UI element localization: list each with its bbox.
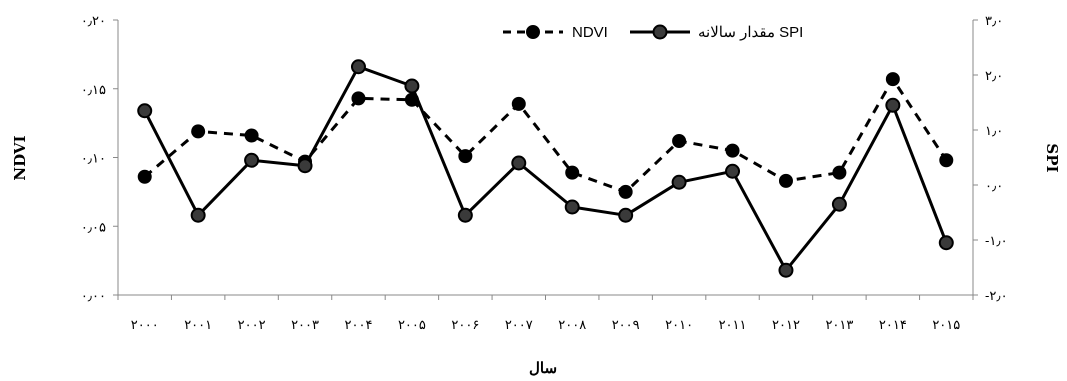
ndvi-point	[725, 143, 740, 158]
spi-point	[404, 78, 420, 94]
spi-point	[885, 97, 901, 113]
x-tick-label: ۲۰۱۰	[665, 318, 693, 333]
x-tick-label: ۲۰۰۳	[291, 318, 319, 333]
left-tick-label: ۰٫۰۰	[81, 289, 106, 304]
ndvi-point	[939, 153, 954, 168]
left-tick-label: ۰٫۰۵	[81, 220, 106, 235]
ndvi-point	[672, 134, 687, 148]
ndvi-point	[137, 169, 152, 184]
right-tick-label: ۰٫۰	[985, 179, 1003, 194]
ndvi-line	[143, 77, 948, 194]
spi-point	[297, 158, 313, 174]
spi-point	[350, 59, 366, 75]
left-tick-label: ۰٫۱۰	[81, 152, 106, 167]
ndvi-point	[351, 91, 366, 106]
x-tick-label: ۲۰۰۸	[558, 318, 586, 333]
ndvi-point	[244, 128, 259, 143]
spi-point	[618, 207, 634, 223]
right-tick-label: ۲٫۰	[985, 69, 1003, 84]
right-tick-label: -۲٫۰	[985, 289, 1008, 304]
spi-point	[564, 199, 580, 215]
x-tick-label: ۲۰۰۱	[184, 318, 212, 333]
ndvi-point	[404, 92, 419, 107]
legend-ndvi-label: NDVI	[572, 24, 608, 41]
spi-point	[244, 152, 260, 168]
right-axis-title: SPI	[1043, 143, 1061, 172]
x-tick-label: ۲۰۰۴	[345, 318, 373, 333]
ndvi-point	[511, 96, 526, 111]
left-axis-title: NDVI	[11, 135, 29, 180]
x-tick-label: ۲۰۰۹	[612, 318, 640, 333]
spi-point	[671, 174, 687, 190]
spi-point	[778, 262, 794, 278]
x-axis-title: سال	[529, 359, 557, 377]
x-tick-label: ۲۰۰۰	[131, 318, 159, 333]
x-tick-label: ۲۰۰۲	[238, 318, 266, 333]
ndvi-point	[565, 165, 580, 180]
x-tick-label: ۲۰۱۳	[825, 318, 853, 333]
ticks: ۰٫۰۰ ۰٫۰۵ ۰٫۱۰ ۰٫۱۵ ۰٫۲۰ -۲٫۰ -۱٫۰ ۰٫۰ ۱٫۰ ۲٫۰ ۳٫۰…	[81, 14, 1008, 333]
spi-point	[511, 155, 527, 171]
spi-point	[831, 196, 847, 212]
right-tick-label: ۱٫۰	[985, 124, 1003, 139]
x-tick-label: ۲۰۰۷	[505, 318, 533, 333]
ndvi-point	[191, 124, 206, 139]
ndvi-point	[458, 149, 473, 164]
markers	[137, 59, 954, 278]
x-tick-label: ۲۰۱۱	[719, 318, 747, 333]
right-tick-label: -۱٫۰	[985, 234, 1008, 249]
left-tick-label: ۰٫۲۰	[81, 14, 106, 29]
x-tick-label: ۲۰۱۴	[879, 318, 907, 333]
ndvi-point	[832, 165, 847, 180]
right-tick-label: ۳٫۰	[985, 14, 1003, 29]
ndvi-point	[618, 184, 633, 199]
legend-ndvi-marker	[526, 25, 540, 39]
x-tick-label: ۲۰۰۵	[398, 318, 426, 333]
spi-point	[137, 103, 153, 119]
spi-point	[725, 163, 741, 179]
spi-line	[143, 65, 948, 272]
ndvi-point	[885, 72, 900, 87]
x-tick-label: ۲۰۱۵	[932, 318, 960, 333]
legend-spi-label: مقدار سالانه SPI	[698, 24, 803, 41]
ndvi-point	[778, 173, 793, 188]
spi-point	[938, 235, 954, 251]
series-lines	[143, 65, 948, 272]
spi-point	[457, 207, 473, 223]
legend-spi-marker	[652, 24, 668, 40]
legend: NDVI مقدار سالانه SPI	[503, 24, 803, 41]
x-tick-label: ۲۰۰۶	[451, 318, 479, 333]
left-tick-label: ۰٫۱۵	[81, 83, 106, 98]
spi-point	[190, 207, 206, 223]
x-tick-label: ۲۰۱۲	[772, 318, 800, 333]
